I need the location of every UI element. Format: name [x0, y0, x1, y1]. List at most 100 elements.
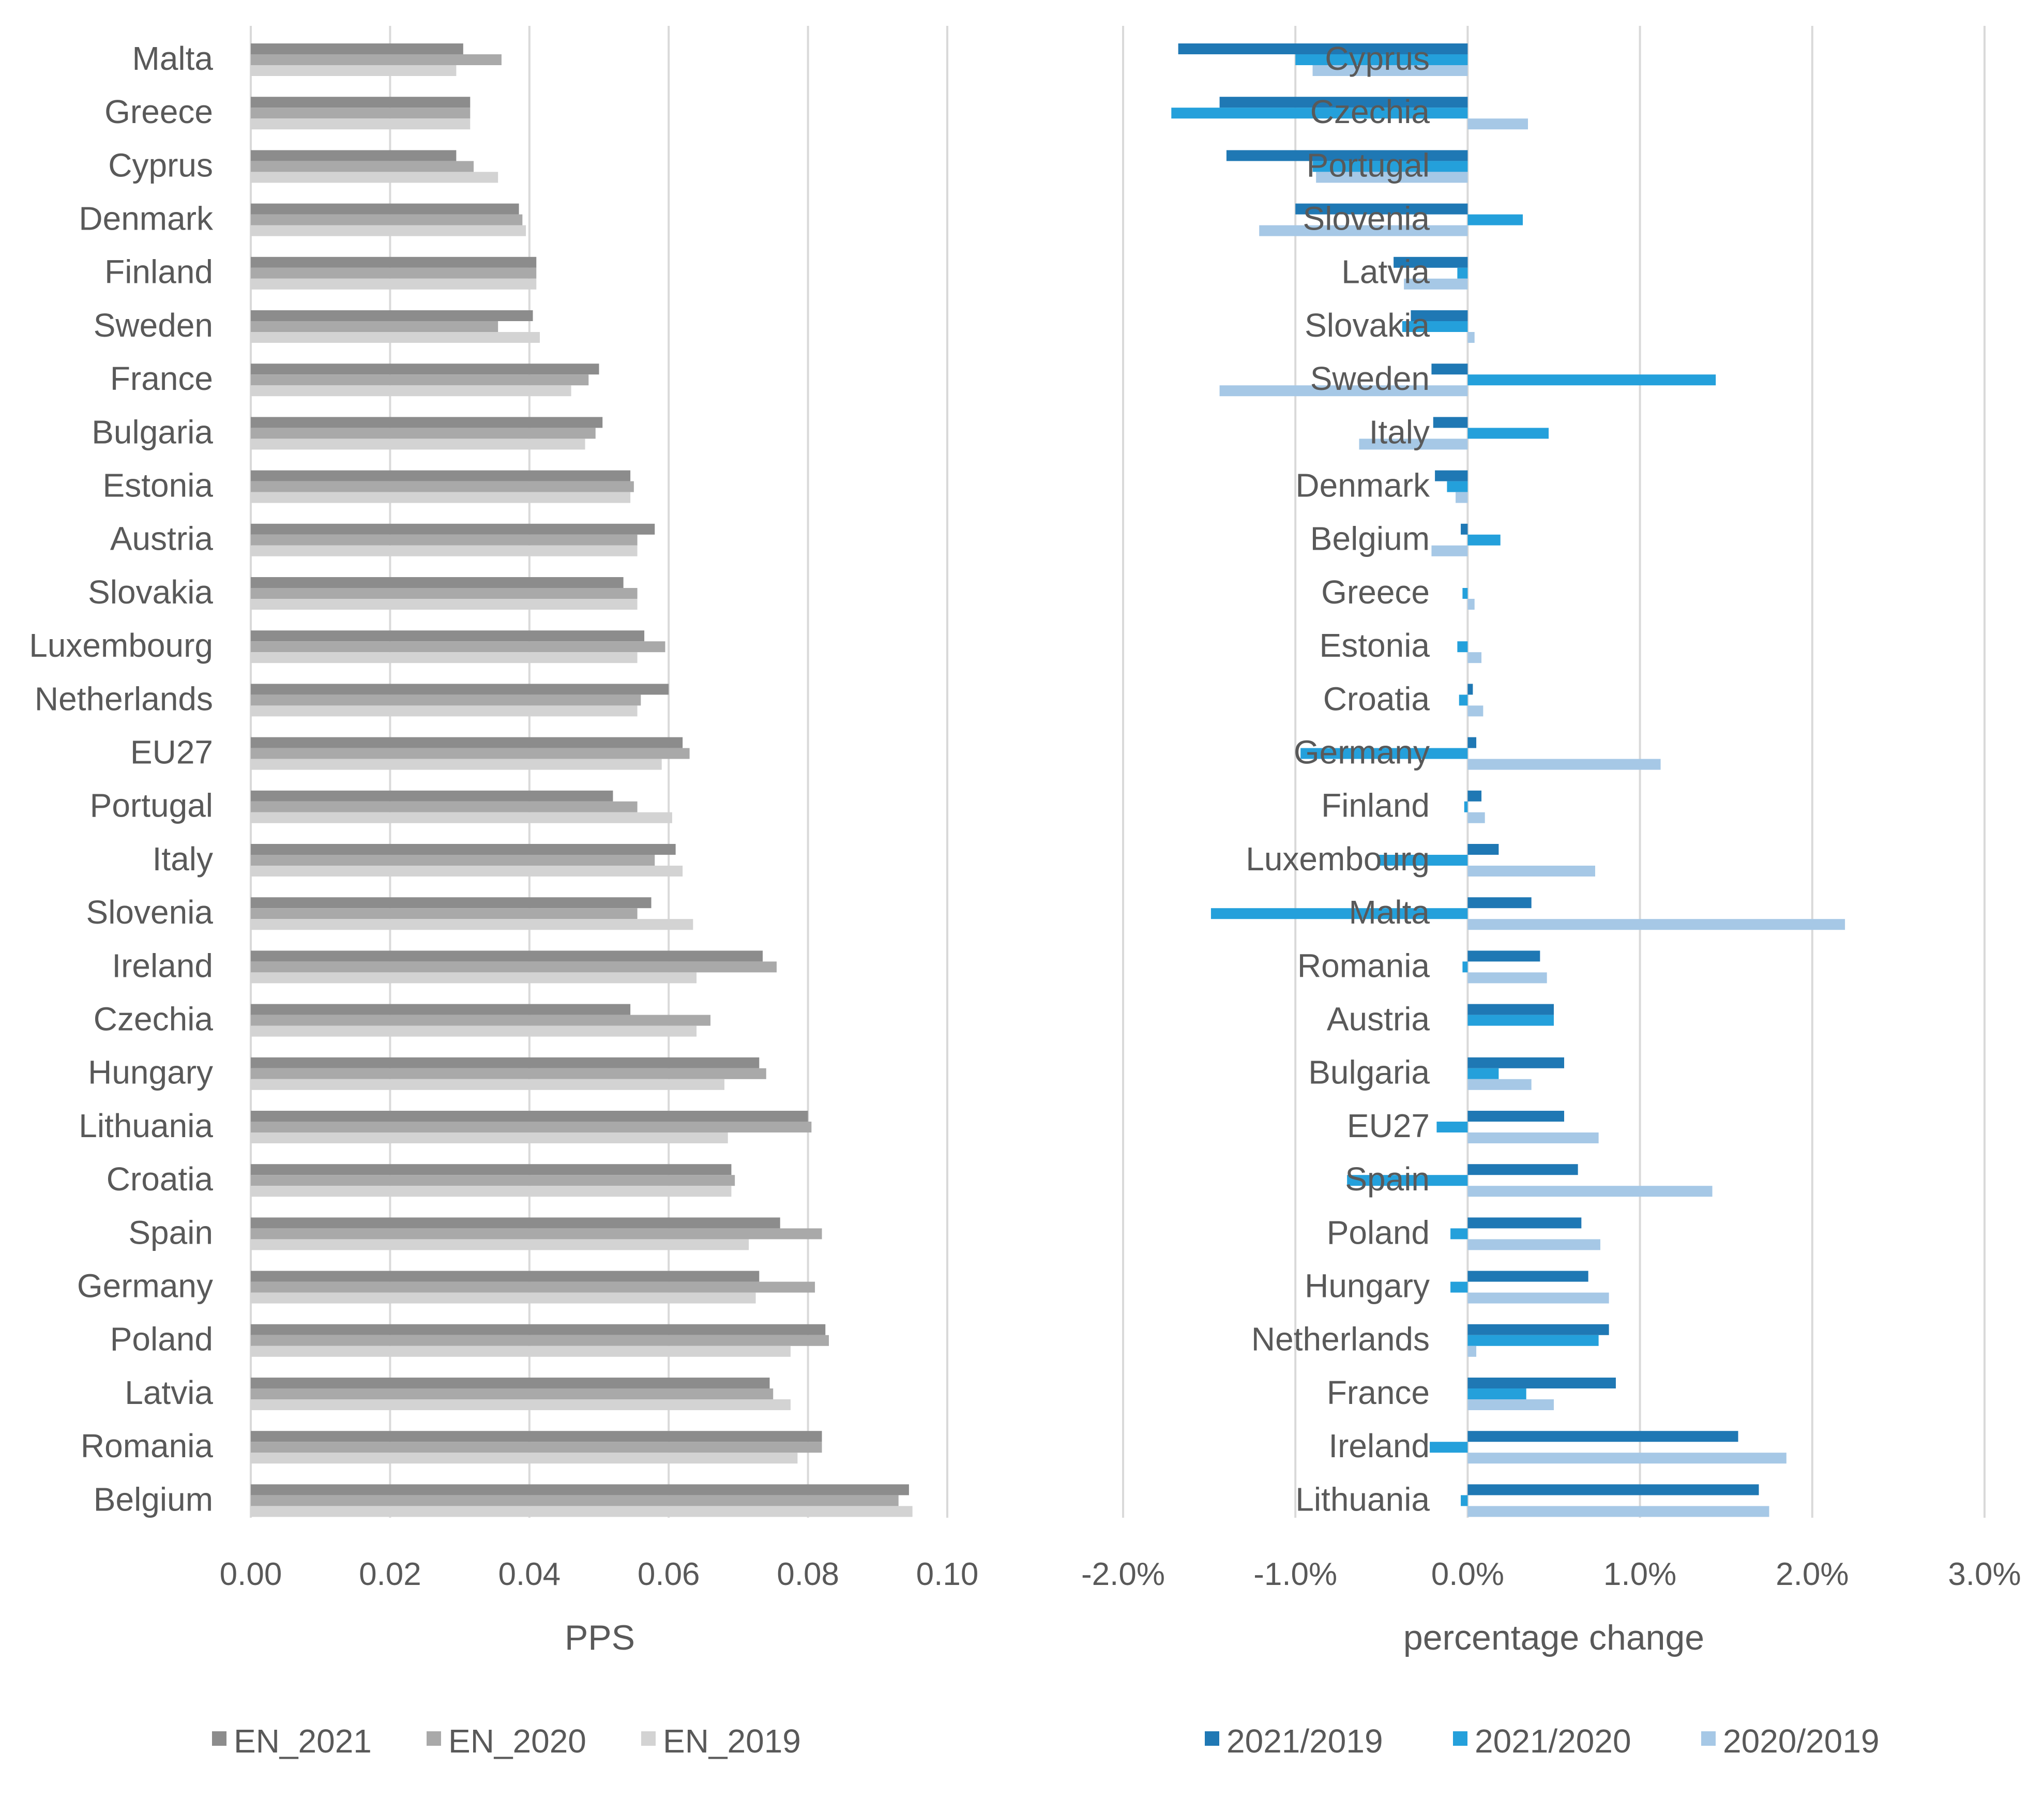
bar-sweden-2020-2019 [1219, 385, 1468, 397]
bar-slovakia-en-2019 [251, 599, 638, 610]
category-label-sweden: Sweden [1310, 360, 1430, 397]
bar-belgium-en-2020 [251, 1495, 899, 1506]
category-label-belgium: Belgium [94, 1480, 213, 1518]
bar-croatia-en-2020 [251, 1175, 735, 1186]
change-tick-label: 2.0% [1776, 1557, 1849, 1592]
legend-swatch-2021-2019 [1205, 1731, 1219, 1746]
bar-czechia-en-2020 [251, 1015, 711, 1026]
bar-sweden-en-2020 [251, 321, 498, 332]
category-label-italy: Italy [153, 840, 213, 878]
bar-spain-en-2019 [251, 1239, 749, 1250]
bar-ireland-en-2019 [251, 972, 697, 984]
legend-label-2021-2020: 2021/2020 [1475, 1723, 1631, 1760]
bar-germany-en-2019 [251, 1292, 756, 1304]
bar-lithuania-2021-2019 [1467, 1484, 1759, 1495]
bar-estonia-2020-2019 [1467, 652, 1482, 663]
bar-portugal-en-2021 [251, 790, 613, 802]
change-tick-label: -1.0% [1253, 1557, 1337, 1592]
bar-spain-2021-2020 [1347, 1175, 1468, 1186]
bar-austria-2021-2020 [1467, 1015, 1554, 1026]
bar-belgium-en-2019 [251, 1506, 913, 1517]
bar-estonia-en-2021 [251, 470, 631, 481]
bar-austria-en-2019 [251, 545, 638, 556]
bar-hungary-en-2020 [251, 1068, 766, 1079]
bar-portugal-2020-2019 [1316, 172, 1468, 183]
change-gridlines [1122, 26, 1986, 1518]
bar-luxembourg-en-2020 [251, 641, 665, 653]
bar-germany-en-2020 [251, 1281, 815, 1293]
bar-denmark-2020-2019 [1456, 492, 1468, 503]
bar-malta-2021-2020 [1210, 908, 1468, 919]
category-label-netherlands: Netherlands [35, 680, 213, 717]
bar-finland-2020-2019 [1467, 812, 1485, 823]
bar-slovenia-en-2021 [251, 897, 652, 909]
bar-latvia-2021-2019 [1394, 256, 1468, 268]
category-label-malta: Malta [132, 40, 214, 77]
bar-poland-en-2021 [251, 1324, 826, 1335]
pps-chart: Malta Greece Cyprus Denmark Finland Sweden Fra… [29, 26, 978, 1760]
bar-ireland-2020-2019 [1467, 1453, 1786, 1464]
change-axis-title: percentage change [1403, 1618, 1704, 1657]
bar-eu27-2021-2019 [1467, 1111, 1564, 1122]
category-label-malta: Malta [1349, 894, 1430, 931]
legend-swatch-en-2020 [427, 1731, 441, 1746]
bar-greece-2020-2019 [1467, 599, 1475, 610]
bar-germany-en-2021 [251, 1271, 760, 1282]
bar-luxembourg-2021-2019 [1467, 844, 1499, 855]
bar-latvia-2021-2020 [1457, 267, 1468, 279]
bar-portugal-en-2019 [251, 812, 672, 823]
bar-finland-en-2019 [251, 278, 537, 290]
pps-tick-label: 0.06 [638, 1557, 700, 1592]
bar-slovakia-2021-2020 [1402, 321, 1468, 332]
change-bars [1171, 43, 1845, 1517]
bar-france-en-2019 [251, 385, 571, 397]
bar-hungary-en-2019 [251, 1079, 724, 1090]
bar-denmark-en-2021 [251, 203, 519, 215]
bar-malta-2021-2019 [1467, 897, 1532, 909]
bar-italy-en-2019 [251, 866, 683, 877]
legend-label-en-2021: EN_2021 [234, 1723, 372, 1760]
legend-label-2021-2019: 2021/2019 [1227, 1723, 1383, 1760]
bar-slovakia-en-2021 [251, 577, 624, 588]
category-label-hungary: Hungary [88, 1054, 213, 1091]
pps-tick-label: 0.02 [359, 1557, 421, 1592]
bar-estonia-en-2020 [251, 481, 634, 492]
bar-latvia-en-2021 [251, 1378, 770, 1388]
bar-netherlands-2021-2020 [1467, 1335, 1599, 1346]
bar-france-en-2020 [251, 374, 589, 386]
bar-romania-en-2020 [251, 1442, 822, 1453]
bar-germany-2021-2019 [1467, 737, 1477, 748]
bar-france-2021-2020 [1467, 1388, 1526, 1399]
category-label-greece: Greece [104, 93, 213, 130]
category-label-luxembourg: Luxembourg [29, 627, 213, 664]
legend-swatch-2020-2019 [1701, 1731, 1716, 1746]
bar-cyprus-2020-2019 [1312, 65, 1468, 76]
bar-poland-2021-2020 [1450, 1228, 1468, 1240]
bar-hungary-2020-2019 [1467, 1292, 1609, 1304]
bar-austria-en-2020 [251, 534, 638, 546]
category-label-romania: Romania [1297, 947, 1430, 984]
bar-ireland-en-2020 [251, 961, 777, 973]
bar-cyprus-en-2020 [251, 161, 474, 172]
category-label-greece: Greece [1321, 573, 1430, 611]
bar-slovakia-2020-2019 [1467, 332, 1475, 343]
bar-romania-en-2019 [251, 1453, 798, 1464]
bar-estonia-2021-2020 [1457, 641, 1468, 653]
category-label-ireland: Ireland [112, 947, 213, 984]
legend-swatch-en-2021 [212, 1731, 226, 1746]
bar-spain-2020-2019 [1467, 1186, 1713, 1197]
bar-france-2020-2019 [1467, 1399, 1554, 1410]
category-label-netherlands: Netherlands [1251, 1321, 1430, 1358]
bar-slovenia-2021-2019 [1295, 203, 1468, 215]
legend-label-en-2019: EN_2019 [663, 1723, 801, 1760]
bar-czechia-2020-2019 [1467, 118, 1528, 130]
bar-finland-en-2020 [251, 267, 537, 279]
category-label-spain: Spain [1345, 1160, 1430, 1198]
bar-sweden-2021-2019 [1431, 364, 1468, 375]
bar-netherlands-en-2021 [251, 684, 669, 695]
category-label-bulgaria: Bulgaria [1308, 1054, 1430, 1091]
bar-croatia-2021-2019 [1467, 684, 1473, 695]
bar-belgium-2020-2019 [1431, 545, 1468, 556]
change-tick-label: -2.0% [1081, 1557, 1165, 1592]
bar-netherlands-en-2020 [251, 694, 641, 706]
